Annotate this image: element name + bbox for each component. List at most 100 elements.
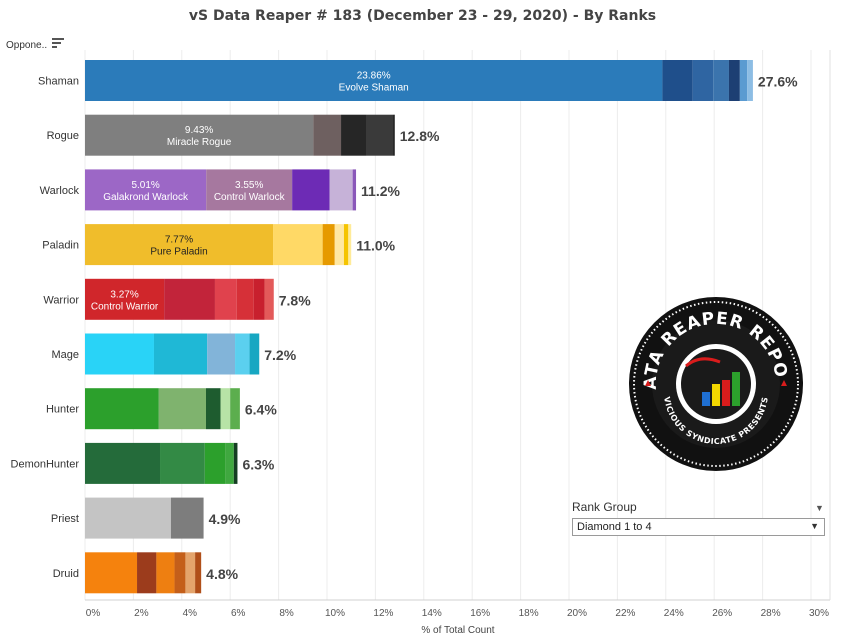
bar-segment[interactable] [156, 552, 175, 594]
x-tick-label: 14% [422, 608, 442, 619]
bar-segment[interactable] [230, 388, 240, 430]
x-tick-label: 2% [134, 608, 149, 619]
filter-menu-icon[interactable]: ▼ [815, 503, 824, 513]
total-label: 7.8% [279, 292, 311, 308]
bar-segment[interactable] [85, 278, 165, 320]
bar-segment[interactable] [739, 60, 748, 101]
sort-label[interactable]: Oppone.. [6, 40, 48, 51]
bar-segment[interactable] [348, 224, 352, 266]
bar-segment[interactable] [225, 442, 234, 484]
bar-segment[interactable] [713, 60, 729, 101]
bar-segment[interactable] [214, 278, 237, 320]
bar-segment[interactable] [137, 552, 157, 594]
bar-segment[interactable] [85, 169, 207, 211]
bar-segment[interactable] [236, 278, 254, 320]
x-tick-label: 16% [470, 608, 490, 619]
segment-archetype-label: Evolve Shaman [339, 83, 409, 94]
total-label: 27.6% [758, 74, 798, 90]
bar-segment[interactable] [249, 333, 260, 375]
bar-segment[interactable] [273, 224, 323, 266]
chart-title: vS Data Reaper # 183 (December 23 - 29, … [188, 8, 657, 24]
bar-segment[interactable] [164, 278, 215, 320]
bar-segment[interactable] [352, 169, 357, 211]
bar-segment[interactable] [329, 169, 353, 211]
total-label: 7.2% [264, 347, 296, 363]
x-tick-label: 8% [279, 608, 294, 619]
bar-segment[interactable] [728, 60, 740, 101]
bar-segment[interactable] [85, 60, 663, 101]
bars-layer: 23.86%Evolve Shaman 9.43%Miracle Rogue 5.0… [85, 60, 753, 594]
segment-archetype-label: Galakrond Warlock [103, 192, 189, 203]
x-tick-label: 12% [373, 608, 393, 619]
bar-segment[interactable] [207, 333, 236, 375]
total-label: 12.8% [400, 128, 440, 144]
filter-title: Rank Group [572, 500, 637, 514]
bar-segment[interactable] [170, 497, 204, 539]
bar-segment[interactable] [85, 552, 138, 594]
category-labels: Shaman Rogue Warlock Paladin Warrior Mage Hunt… [11, 76, 80, 580]
segment-pct-label: 23.86% [357, 71, 391, 82]
bar-segment[interactable] [747, 60, 753, 101]
segment-archetype-label: Miracle Rogue [167, 137, 232, 148]
x-axis: 0% 2% 4% 6% 8% 10% 12% 14% 16% 18% 20% 22% 24% 26% 28%… [85, 50, 831, 619]
bar-segment[interactable] [185, 552, 196, 594]
bar-segment[interactable] [253, 278, 265, 320]
data-reaper-logo: DATA REAPER REPORT VICIOUS SYNDICATE PRE… [628, 296, 803, 471]
category-label: Shaman [38, 76, 79, 88]
rank-group-value: Diamond 1 to 4 [577, 521, 652, 533]
bar-segment[interactable] [85, 442, 161, 484]
x-tick-label: 28% [761, 608, 781, 619]
bar-segment[interactable] [292, 169, 330, 211]
x-tick-label: 6% [231, 608, 246, 619]
category-label: Druid [53, 568, 79, 580]
bar-segment[interactable] [393, 114, 395, 156]
bar-segment[interactable] [662, 60, 693, 101]
bar-segment[interactable] [366, 114, 394, 156]
rank-group-select[interactable]: Diamond 1 to 4 ▼ [572, 518, 825, 536]
total-label: 4.9% [209, 511, 241, 527]
bar-segment[interactable] [174, 552, 186, 594]
bar-segment[interactable] [158, 388, 206, 430]
total-labels: 27.6% 12.8% 11.2% 11.0% 7.8% 7.2% 6.4% 6.3% 4.9%… [206, 74, 798, 582]
bar-segment[interactable] [692, 60, 714, 101]
category-label: DemonHunter [11, 458, 80, 470]
bar-segment[interactable] [206, 388, 221, 430]
bar-segment[interactable] [85, 114, 314, 156]
bar-segment[interactable] [220, 388, 231, 430]
bar-segment[interactable] [206, 169, 293, 211]
x-tick-label: 30% [809, 608, 829, 619]
x-tick-label: 20% [567, 608, 587, 619]
total-label: 11.0% [356, 238, 395, 254]
bar-segment[interactable] [85, 497, 171, 539]
segment-pct-label: 7.77% [165, 235, 193, 246]
x-tick-label: 18% [519, 608, 539, 619]
bar-segment[interactable] [313, 114, 342, 156]
bar-segment[interactable] [85, 224, 274, 266]
category-label: Paladin [42, 240, 79, 252]
category-label: Warlock [40, 185, 80, 197]
bar-segment[interactable] [233, 442, 238, 484]
bar-segment[interactable] [341, 114, 367, 156]
x-tick-label: 10% [325, 608, 345, 619]
bar-segment[interactable] [85, 388, 159, 430]
total-label: 4.8% [206, 566, 238, 582]
bar-segment[interactable] [195, 552, 202, 594]
total-label: 6.4% [245, 402, 277, 418]
bar-segment[interactable] [85, 333, 154, 375]
segment-archetype-label: Control Warrior [91, 301, 159, 312]
chevron-down-icon[interactable]: ▼ [810, 521, 819, 531]
bar-segment[interactable] [343, 224, 349, 266]
x-axis-title: % of Total Count [421, 625, 494, 636]
bar-segment[interactable] [160, 442, 205, 484]
bar-segment[interactable] [235, 333, 250, 375]
bar-segment[interactable] [322, 224, 335, 266]
bar-segment[interactable] [334, 224, 344, 266]
sort-icon[interactable] [52, 38, 64, 50]
bar-segment[interactable] [204, 442, 226, 484]
category-label: Priest [51, 513, 79, 525]
bar-segment[interactable] [153, 333, 208, 375]
segment-archetype-label: Control Warlock [214, 192, 286, 203]
bar-segment[interactable] [264, 278, 274, 320]
total-label: 11.2% [361, 183, 400, 199]
